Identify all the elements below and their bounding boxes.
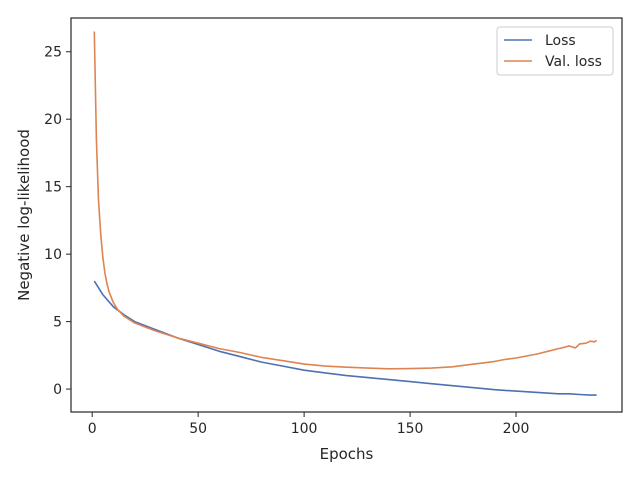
y-tick-label: 25 — [44, 45, 62, 61]
series-line-2 — [93, 31, 598, 370]
legend-box — [496, 26, 614, 76]
legend-label: Val. loss — [545, 54, 602, 70]
legend: Loss Val. loss — [496, 26, 614, 76]
x-tick-label: 150 — [397, 421, 424, 437]
x-tick-label: 100 — [291, 421, 318, 437]
y-axis-label: Negative log-likelihood — [15, 129, 33, 301]
y-tick-label: 10 — [44, 247, 62, 263]
x-tick-label: 200 — [503, 421, 530, 437]
y-tick-label: 20 — [44, 112, 62, 128]
y-tick-label: 15 — [44, 180, 62, 196]
plot-frame — [70, 17, 623, 413]
x-tick-label: 0 — [88, 421, 97, 437]
y-tick-label: 5 — [53, 315, 62, 331]
y-tick-label: 0 — [53, 382, 62, 398]
x-tick-label: 50 — [189, 421, 207, 437]
legend-label: Loss — [545, 33, 576, 49]
ticks: 0 50 100 150 200 0 5 10 15 20 25 — [44, 45, 529, 437]
series-line-1 — [93, 280, 597, 396]
series-group — [93, 31, 598, 396]
x-axis-label: Epochs — [320, 445, 374, 463]
